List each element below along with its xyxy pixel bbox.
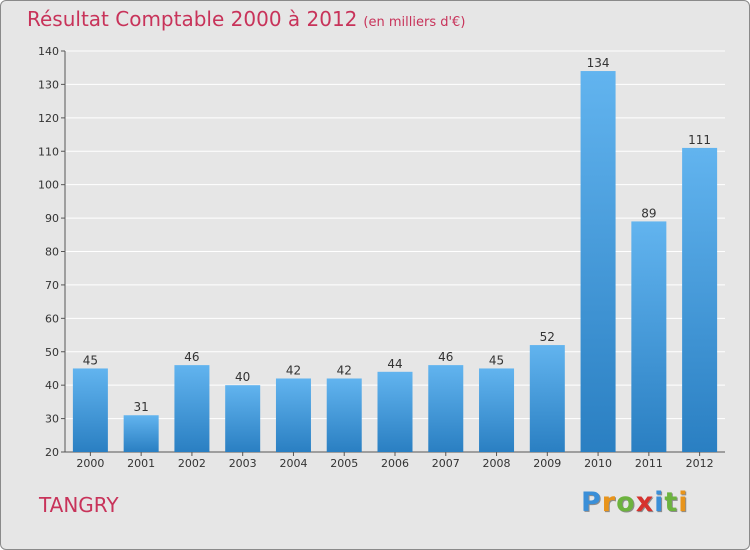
bar-2010 <box>580 71 616 453</box>
x-tick-label: 2000 <box>76 457 104 470</box>
x-tick-label: 2007 <box>432 457 460 470</box>
value-label: 46 <box>438 350 453 364</box>
value-label: 45 <box>489 353 504 367</box>
x-tick-label: 2005 <box>330 457 358 470</box>
logo-letter: o <box>616 487 636 518</box>
logo-letter: x <box>635 487 655 518</box>
y-tick-label: 100 <box>38 179 59 192</box>
bar-2012 <box>682 147 718 453</box>
y-tick-label: 30 <box>45 413 59 426</box>
bar-2009 <box>529 345 565 452</box>
bar-2007 <box>428 365 464 452</box>
value-label: 46 <box>184 350 199 364</box>
value-label: 40 <box>235 370 250 384</box>
y-tick-label: 50 <box>45 346 59 359</box>
y-tick-label: 120 <box>38 112 59 125</box>
chart-title: Résultat Comptable 2000 à 2012 (en millie… <box>27 7 465 31</box>
y-tick-label: 110 <box>38 145 59 158</box>
commune-name: TANGRY <box>39 493 119 517</box>
bar-2011 <box>631 221 667 452</box>
x-tick-label: 2001 <box>127 457 155 470</box>
logo-letter: P <box>581 487 602 518</box>
proxiti-logo[interactable]: Proxiti <box>581 487 689 518</box>
x-tick-label: 2006 <box>381 457 409 470</box>
bar-2003 <box>225 385 261 452</box>
bar-2000 <box>72 368 108 452</box>
bar-2008 <box>479 368 515 452</box>
logo-letter: t <box>664 487 679 518</box>
value-label: 42 <box>337 363 352 377</box>
x-tick-label: 2009 <box>533 457 561 470</box>
value-label: 52 <box>540 330 555 344</box>
value-label: 45 <box>83 353 98 367</box>
y-tick-label: 20 <box>45 446 59 459</box>
y-tick-label: 70 <box>45 279 59 292</box>
x-tick-label: 2011 <box>635 457 663 470</box>
chart-title-text: Résultat Comptable 2000 à 2012 <box>27 7 358 31</box>
logo-letter: r <box>601 487 617 518</box>
y-tick-label: 90 <box>45 212 59 225</box>
y-tick-label: 80 <box>45 246 59 259</box>
x-tick-label: 2008 <box>483 457 511 470</box>
value-label: 42 <box>286 363 301 377</box>
y-tick-label: 40 <box>45 379 59 392</box>
y-tick-label: 140 <box>38 45 59 58</box>
value-label: 134 <box>587 56 610 70</box>
bar-2004 <box>275 378 311 452</box>
x-tick-label: 2003 <box>229 457 257 470</box>
x-tick-label: 2002 <box>178 457 206 470</box>
value-label: 31 <box>134 400 149 414</box>
y-tick-label: 130 <box>38 78 59 91</box>
bar-2002 <box>174 365 210 452</box>
value-label: 89 <box>641 206 656 220</box>
value-label: 111 <box>688 133 711 147</box>
y-tick-label: 60 <box>45 312 59 325</box>
logo-letter: i <box>654 487 665 518</box>
bar-2006 <box>377 371 413 452</box>
x-tick-label: 2004 <box>279 457 307 470</box>
value-label: 44 <box>387 357 402 371</box>
x-tick-label: 2010 <box>584 457 612 470</box>
chart-subtitle: (en milliers d'€) <box>363 15 466 30</box>
bar-2001 <box>123 415 159 452</box>
logo-letter: i <box>678 487 689 518</box>
x-tick-label: 2012 <box>686 457 714 470</box>
bar-2005 <box>326 378 362 452</box>
